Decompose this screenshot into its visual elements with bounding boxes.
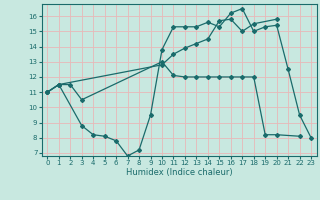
X-axis label: Humidex (Indice chaleur): Humidex (Indice chaleur) bbox=[126, 168, 233, 177]
